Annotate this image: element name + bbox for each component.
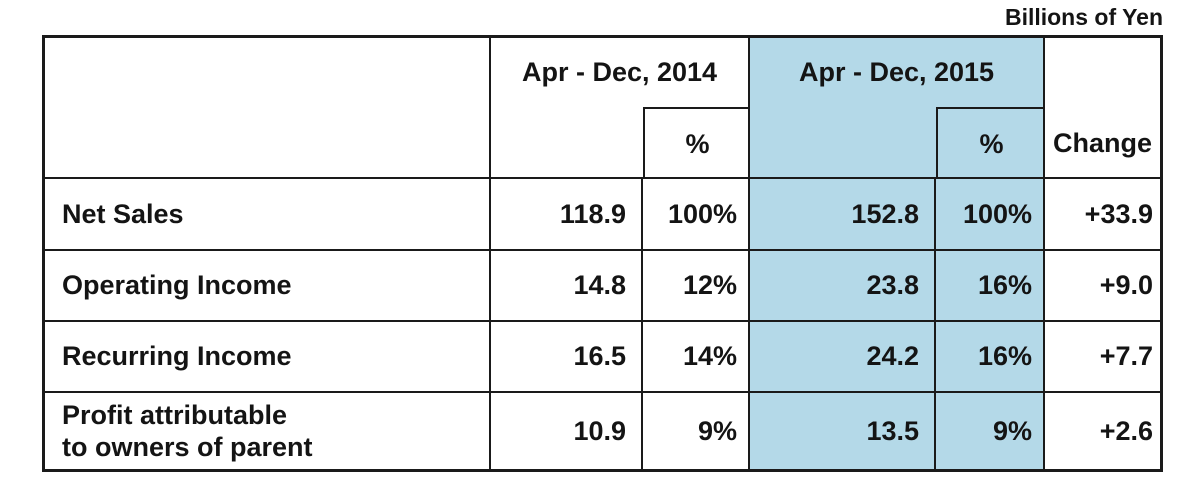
value-2015: 24.2 xyxy=(750,322,936,393)
pct-2014: 12% xyxy=(643,251,750,322)
period-2015-label: Apr - Dec, 2015 xyxy=(798,57,995,87)
value-2014: 118.9 xyxy=(491,179,643,251)
pct-2015-header: % xyxy=(936,107,1045,179)
unit-label: Billions of Yen xyxy=(1004,4,1163,30)
pct-2015-header-label: % xyxy=(979,128,1004,159)
financial-results-table: Apr - Dec, 2014 % Apr - Dec, 2015 % Chan… xyxy=(42,35,1163,472)
value-2014: 10.9 xyxy=(491,393,643,469)
pct-2014-header-label: % xyxy=(685,128,710,159)
pct-2014: 100% xyxy=(643,179,750,251)
pct-2015: 100% xyxy=(936,179,1045,251)
period-2014-header: Apr - Dec, 2014 xyxy=(491,38,750,179)
corner-header-cell xyxy=(45,38,491,179)
pct-2014: 9% xyxy=(643,393,750,469)
value-2015: 13.5 xyxy=(750,393,936,469)
value-2015: 23.8 xyxy=(750,251,936,322)
period-2014-label: Apr - Dec, 2014 xyxy=(521,57,718,87)
pct-2015: 16% xyxy=(936,251,1045,322)
row-label: Operating Income xyxy=(45,251,491,322)
change-value: +2.6 xyxy=(1099,415,1153,446)
value-2014: 16.5 xyxy=(491,322,643,393)
pct-2015: 9% xyxy=(936,393,1045,469)
row-label: Recurring Income xyxy=(45,322,491,393)
change-value: +9.0 xyxy=(1045,251,1160,322)
pct-2015: 16% xyxy=(936,322,1045,393)
change-value: +7.7 xyxy=(1045,322,1160,393)
row-label: Profit attributable to owners of parent xyxy=(45,393,491,469)
value-2015: 152.8 xyxy=(750,179,936,251)
pct-2014-header: % xyxy=(643,107,750,179)
change-value: +33.9 xyxy=(1045,179,1160,251)
change-header-label: Change xyxy=(1052,127,1152,158)
value-2014: 14.8 xyxy=(491,251,643,322)
change-header: Change xyxy=(1045,38,1160,179)
row-label: Net Sales xyxy=(45,179,491,251)
pct-2014: 14% xyxy=(643,322,750,393)
